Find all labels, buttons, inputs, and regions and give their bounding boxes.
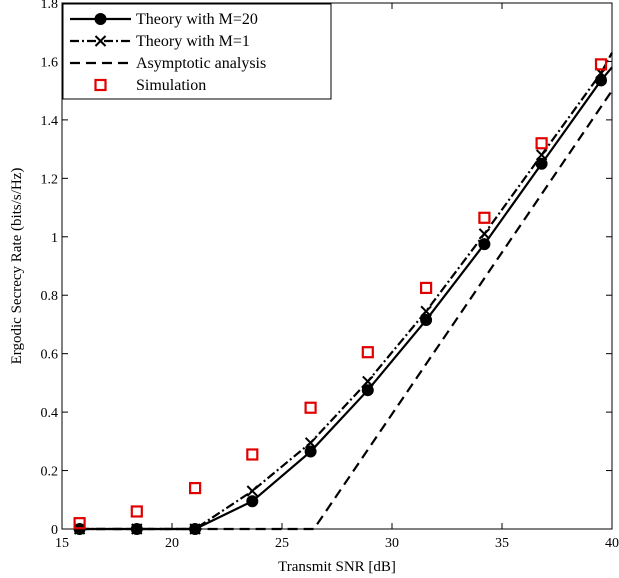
y-axis: 0 0.2 0.4 0.6 0.8 1 1.2 1.4 1.6 1.8 bbox=[41, 0, 612, 538]
legend-swatch-marker bbox=[94, 78, 107, 92]
legend-label: Theory with M=20 bbox=[136, 11, 258, 28]
legend-label: Theory with M=1 bbox=[136, 33, 250, 50]
y-tick-label: 1.8 bbox=[41, 0, 59, 12]
data-point bbox=[304, 401, 317, 414]
data-point bbox=[535, 137, 548, 150]
y-tick-label: 1 bbox=[51, 231, 58, 246]
series-1 bbox=[73, 52, 613, 535]
data-point bbox=[304, 437, 317, 449]
x-tick-label: 15 bbox=[55, 536, 69, 551]
legend-swatch-marker bbox=[94, 13, 107, 25]
x-axis-label: Transmit SNR [dB] bbox=[278, 559, 396, 575]
legend: Theory with M=20 Theory with M=1 Asymptoti… bbox=[62, 3, 332, 100]
data-point bbox=[246, 448, 259, 461]
data-point bbox=[420, 281, 433, 295]
x-axis: 15 20 25 30 35 40 bbox=[55, 3, 619, 551]
y-tick-label: 1.6 bbox=[41, 55, 59, 70]
y-tick-label: 0.6 bbox=[41, 348, 59, 363]
legend-entry: Simulation bbox=[94, 77, 206, 94]
legend-label: Simulation bbox=[136, 77, 206, 94]
x-tick-label: 25 bbox=[275, 536, 289, 551]
data-point bbox=[361, 384, 374, 397]
x-tick-label: 30 bbox=[385, 536, 399, 551]
data-point bbox=[73, 517, 86, 530]
x-tick-label: 40 bbox=[605, 536, 619, 551]
data-point bbox=[478, 238, 491, 251]
series-3 bbox=[73, 58, 608, 530]
y-axis-label: Ergodic Secrecy Rate (bits/s/Hz) bbox=[9, 168, 25, 365]
data-point bbox=[362, 375, 374, 388]
legend-entry: Theory with M=20 bbox=[70, 11, 258, 28]
data-point bbox=[304, 445, 317, 458]
x-tick-label: 20 bbox=[165, 536, 179, 551]
legend-entry: Asymptotic analysis bbox=[70, 55, 266, 72]
data-point bbox=[420, 305, 432, 318]
y-tick-label: 1.4 bbox=[41, 114, 59, 129]
data-point bbox=[361, 346, 374, 359]
y-tick-label: 0.4 bbox=[41, 406, 59, 421]
y-tick-label: 0 bbox=[51, 523, 58, 538]
data-point bbox=[420, 314, 433, 327]
y-tick-label: 0.2 bbox=[41, 465, 59, 480]
legend-label: Asymptotic analysis bbox=[136, 55, 266, 72]
x-tick-label: 35 bbox=[495, 536, 509, 551]
y-tick-label: 0.8 bbox=[41, 289, 59, 304]
data-point bbox=[594, 58, 608, 71]
series-layer bbox=[73, 52, 613, 535]
data-point bbox=[246, 495, 259, 508]
data-point bbox=[130, 505, 143, 518]
data-point bbox=[246, 485, 259, 497]
legend-entry: Theory with M=1 bbox=[70, 33, 250, 50]
y-tick-label: 1.2 bbox=[41, 172, 59, 187]
data-point bbox=[478, 211, 491, 224]
data-point bbox=[478, 228, 491, 240]
data-point bbox=[535, 149, 548, 161]
data-point bbox=[189, 481, 202, 495]
legend-swatch-marker bbox=[94, 35, 107, 47]
